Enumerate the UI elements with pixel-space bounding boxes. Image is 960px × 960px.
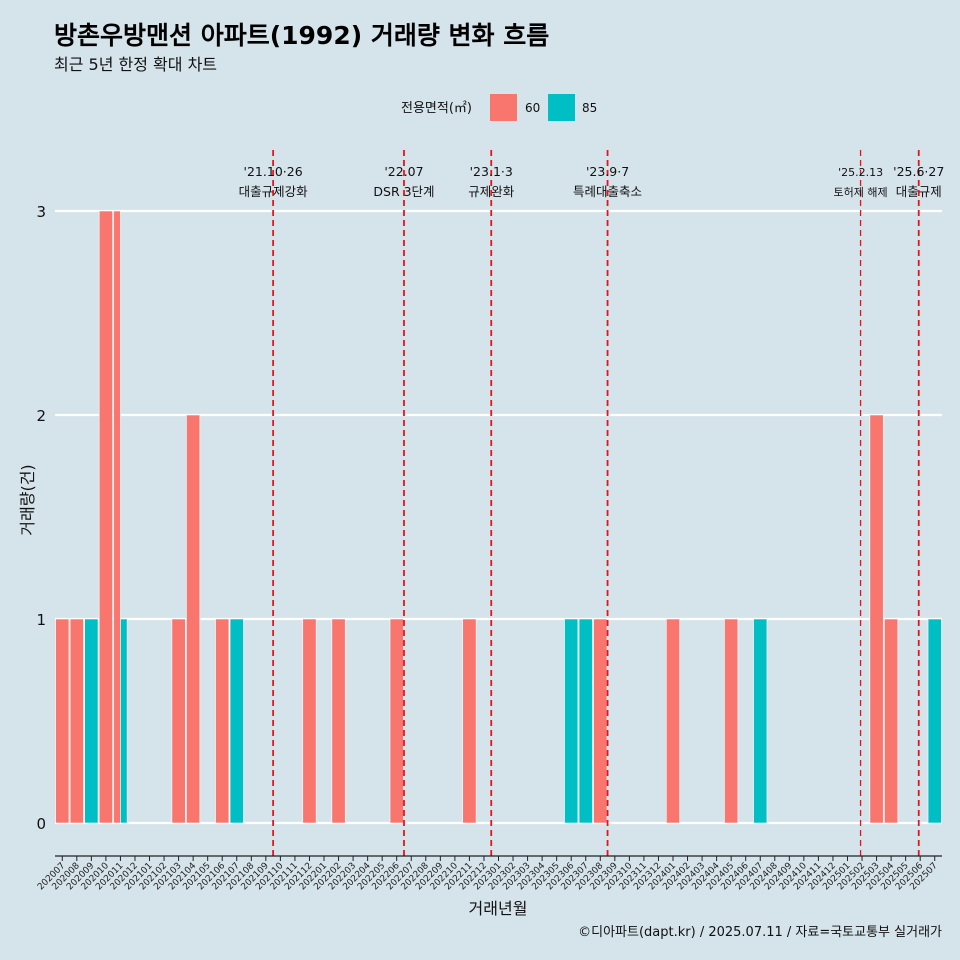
event-date: '23.1·3 (470, 164, 513, 179)
event-lines: '21.10·26 대출규제강화 '22.07 DSR 3단계 '23.1·3 규제완화 '… (239, 150, 944, 856)
bar-202011-60 (113, 210, 121, 824)
bar-202107-85 (229, 618, 244, 824)
y-axis: 0 1 2 3 (36, 203, 46, 833)
y-tick-label: 3 (36, 203, 46, 221)
bar-202503-60 (869, 414, 884, 824)
bar-202103-60 (171, 618, 186, 824)
bar-202202-60 (331, 618, 346, 824)
chart-subtitle: 최근 5년 한정 확대 차트 (54, 55, 217, 74)
y-tick-label: 2 (36, 407, 46, 425)
bar-202010-60 (98, 210, 113, 824)
bar-202106-60 (215, 618, 230, 824)
event-label: 대출규제 (896, 184, 942, 199)
legend-title: 전용면적(㎡) (401, 101, 472, 116)
legend-label-85: 85 (582, 101, 597, 115)
event-date: '25.6·27 (893, 164, 944, 179)
grid-lines (55, 209, 942, 825)
bar-202112-60 (302, 618, 317, 824)
bar-202206-60 (389, 618, 404, 824)
bar-202104-60 (186, 414, 201, 824)
y-axis-label: 거래량(건) (18, 464, 37, 535)
legend-swatch-60 (490, 94, 517, 121)
bars (55, 210, 942, 824)
bar-202011-85 (120, 618, 128, 824)
bar-202308-60 (593, 618, 608, 824)
bar-202507-85 (927, 618, 942, 824)
event-label: DSR 3단계 (373, 184, 434, 199)
y-tick-label: 1 (36, 611, 46, 629)
event-label: 특례대출축소 (573, 184, 642, 199)
event-label: 규제완화 (468, 184, 515, 199)
event-date: '21.10·26 (244, 164, 303, 179)
legend-swatch-85 (548, 94, 575, 121)
event-date: '25.2.13 (838, 166, 883, 179)
bar-202008-60 (69, 618, 84, 824)
bar-202307-85 (578, 618, 593, 824)
bar-202504-60 (884, 618, 899, 824)
bar-202401-60 (666, 618, 680, 824)
event-label: 대출규제강화 (239, 184, 309, 199)
chart-title: 방촌우방맨션 아파트(1992) 거래량 변화 흐름 (54, 21, 549, 50)
event-date: '23.9·7 (586, 164, 629, 179)
event-date: '22.07 (384, 164, 423, 179)
bar-202306-85 (564, 618, 579, 824)
bar-202007-60 (55, 618, 70, 824)
y-tick-label: 0 (36, 815, 46, 833)
bar-202009-85 (84, 618, 99, 824)
x-axis-label: 거래년월 (469, 899, 528, 918)
bar-202407-85 (753, 618, 768, 824)
legend-label-60: 60 (525, 101, 540, 115)
chart-caption: ©디아파트(dapt.kr) / 2025.07.11 / 자료=국토교통부 실… (578, 925, 942, 940)
bar-202405-60 (724, 618, 739, 824)
event-label: 토허제 해제 (834, 185, 888, 199)
bar-202211-60 (462, 618, 477, 824)
legend: 전용면적(㎡) 60 85 (401, 94, 597, 121)
